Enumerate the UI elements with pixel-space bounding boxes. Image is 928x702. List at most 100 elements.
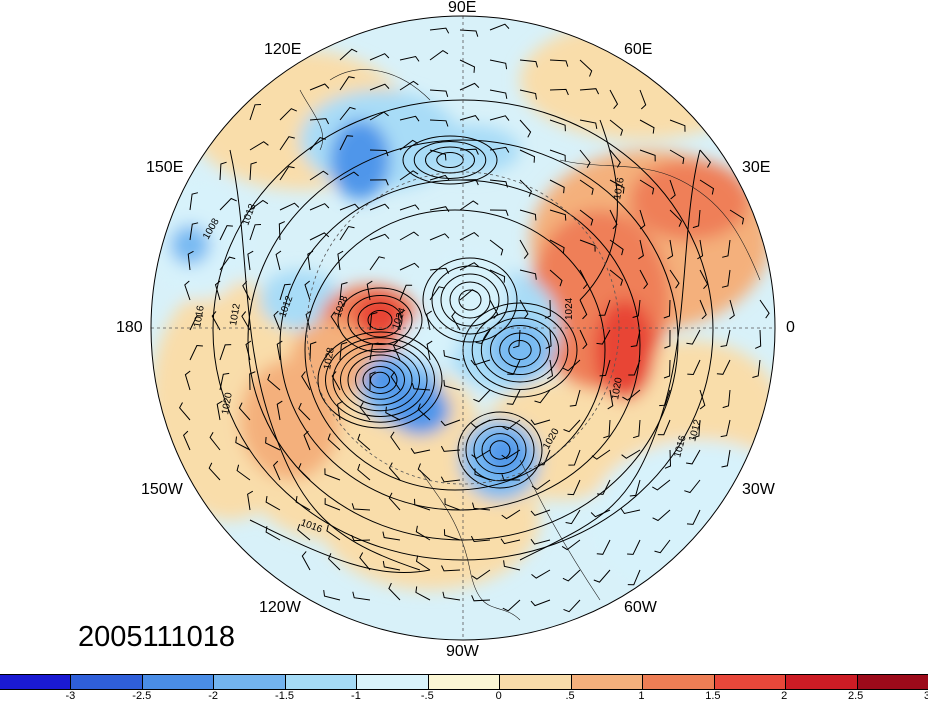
wind-barb [309,118,330,125]
wind-barb [183,430,191,451]
wind-barb [305,310,312,331]
wind-barb [189,315,203,331]
wind-barb [279,283,291,301]
wind-barb [429,174,450,181]
wind-barb [429,119,449,127]
wind-barb [638,239,644,260]
wind-barb [459,231,480,241]
wind-barb [593,569,611,583]
wind-barb [235,436,251,451]
wind-barb [411,382,431,391]
wind-barb [339,203,360,211]
wind-barb [369,342,379,361]
date-stamp: 2005111018 [78,621,235,653]
wind-barb [309,170,329,181]
wind-barb [663,359,671,379]
wind-barb [369,53,390,61]
wind-barb [216,400,223,421]
isobar [367,310,393,330]
wind-barb [429,149,447,161]
wind-barb [417,403,431,421]
isobar [508,340,532,360]
wind-barb [549,209,567,221]
wind-barb [519,209,537,221]
wind-barb [443,349,461,361]
wind-barb [579,119,598,129]
isobar [337,287,423,353]
anomaly-patch [355,293,405,337]
wind-barb [298,463,311,481]
lon-label-60e: 60E [624,41,653,58]
wind-barb [326,524,341,541]
wind-barb [184,280,191,301]
wind-barb [537,449,551,466]
wind-barb [639,89,647,110]
wind-barb [470,535,491,543]
isobar [325,337,435,423]
wind-barb [219,225,233,241]
wind-barb [397,310,404,331]
wind-barb [664,329,671,349]
wind-barb [301,371,311,391]
wind-barb [189,192,199,211]
wind-barb [549,179,565,194]
colorbar-tick-label: 1.5 [705,690,721,702]
wind-barb [562,359,581,372]
wind-barb [339,106,356,121]
wind-barb [609,119,624,136]
isobar [480,317,560,383]
wind-barb [211,311,221,331]
wind-barb [663,299,671,319]
wind-barb [238,402,251,421]
wind-barb [242,280,251,301]
wind-barb [359,552,371,571]
wind-barb [579,88,600,95]
colorbar-tick-label: 2 [781,690,788,702]
wind-barb [390,431,401,451]
wind-barb [388,492,401,511]
wind-barb [323,590,341,601]
wind-barb [429,27,450,34]
wind-barb [639,119,655,134]
wind-barb [549,269,563,287]
wind-barb [639,149,656,162]
wind-barb [596,479,611,495]
wind-barb [657,419,671,436]
wind-barb [415,555,431,571]
wind-barb [369,203,390,211]
wind-barb [309,137,326,151]
wind-barb [729,209,745,225]
isobar [481,433,519,467]
wind-barb [628,359,641,376]
wind-barb [399,231,419,241]
colorbar-tick-label: -3 [65,690,76,702]
wind-barb [475,329,491,345]
anomaly-patch [595,300,655,400]
wind-barb [273,310,281,331]
wind-barb [519,179,532,197]
wind-barb [275,250,282,271]
wind-barb [669,179,676,200]
wind-barb [324,468,341,481]
wind-barb [622,389,641,401]
wind-barb [209,432,221,451]
wind-barb [429,286,446,301]
wind-barb [632,299,641,318]
wind-barb [279,202,300,211]
wind-barb [339,225,355,241]
wind-barb [390,371,401,391]
wind-barb [444,498,461,511]
wind-barb [249,224,262,241]
wind-barb [530,509,551,516]
wind-barb [621,449,641,459]
wind-barb [692,419,701,439]
lon-label-60w: 60W [624,599,657,616]
wind-barb [569,389,581,407]
colorbar-tick-label: -1 [351,690,361,702]
wind-barb [720,329,731,347]
wind-barb [489,89,508,99]
contour-label: 1020 [610,376,625,400]
isobar [347,354,413,406]
wind-barb [545,329,552,349]
wind-barb [309,232,330,241]
